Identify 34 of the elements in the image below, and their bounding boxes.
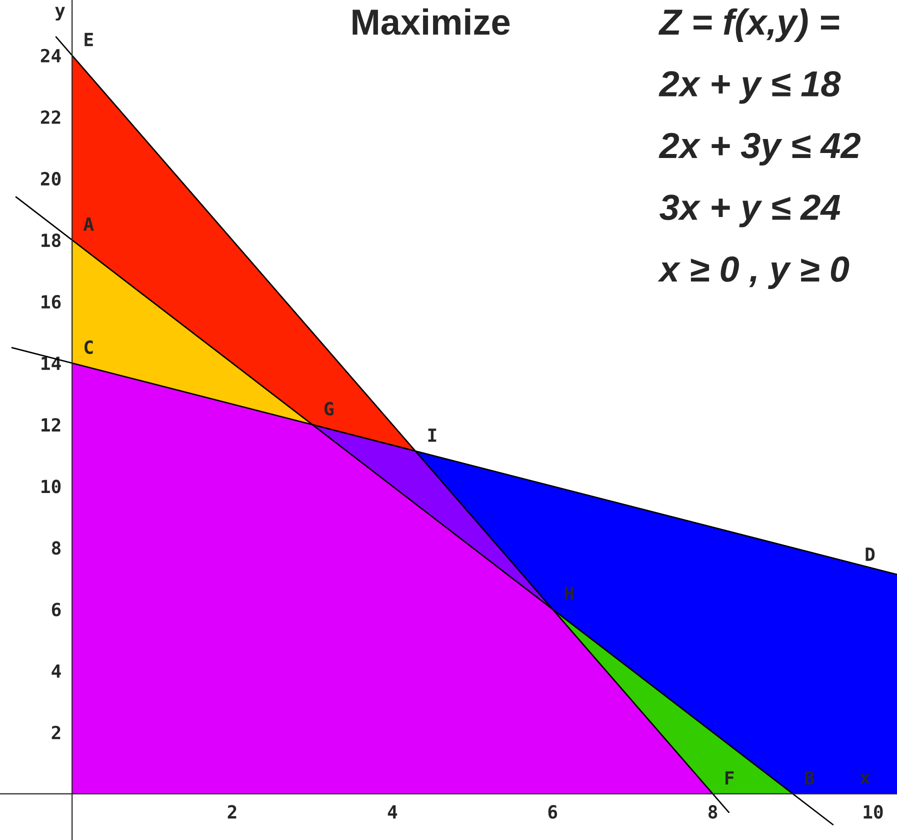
annotation: Z = f(x,y) = xyxy=(658,8,840,42)
y-tick-label: 20 xyxy=(40,172,61,186)
y-tick-label: 18 xyxy=(42,233,61,248)
annotation: 2x + y ≤ 18 xyxy=(658,71,841,104)
x-tick-label: 10 xyxy=(864,805,883,819)
chart-title: Maximize xyxy=(352,8,510,35)
y-tick-label: 6 xyxy=(52,602,61,616)
x-tick-label: 6 xyxy=(548,805,558,819)
annotation: x ≥ 0 , y ≥ 0 xyxy=(658,256,850,290)
annotation: I xyxy=(428,428,436,442)
y-tick-label: 12 xyxy=(42,418,60,432)
y-tick-label: 16 xyxy=(42,295,61,309)
annotation: H xyxy=(564,586,574,600)
y-tick-label: 22 xyxy=(40,110,60,124)
x-tick-label: 4 xyxy=(388,805,398,818)
annotation: E xyxy=(84,32,93,46)
y-tick-label: 4 xyxy=(52,664,61,678)
x-tick-label: 8 xyxy=(708,805,718,819)
annotation: D xyxy=(866,548,875,561)
annotation: 2x + 3y ≤ 42 xyxy=(658,132,860,166)
annotation: F xyxy=(726,771,734,785)
y-tick-label: 24 xyxy=(40,48,61,62)
annotation: 3x + y ≤ 24 xyxy=(660,194,840,228)
y-tick-label: 8 xyxy=(52,541,61,555)
y-tick-label: 10 xyxy=(42,480,61,494)
annotation: B xyxy=(805,771,814,785)
annotation: C xyxy=(84,340,93,354)
y-tick-label: 14 xyxy=(42,356,61,370)
annotation: G xyxy=(324,402,334,416)
annotation: A xyxy=(83,218,94,231)
y-axis-title: y xyxy=(55,6,65,21)
x-axis-title: x xyxy=(860,774,870,784)
x-tick-label: 2 xyxy=(228,805,236,818)
y-tick-label: 2 xyxy=(52,726,60,740)
